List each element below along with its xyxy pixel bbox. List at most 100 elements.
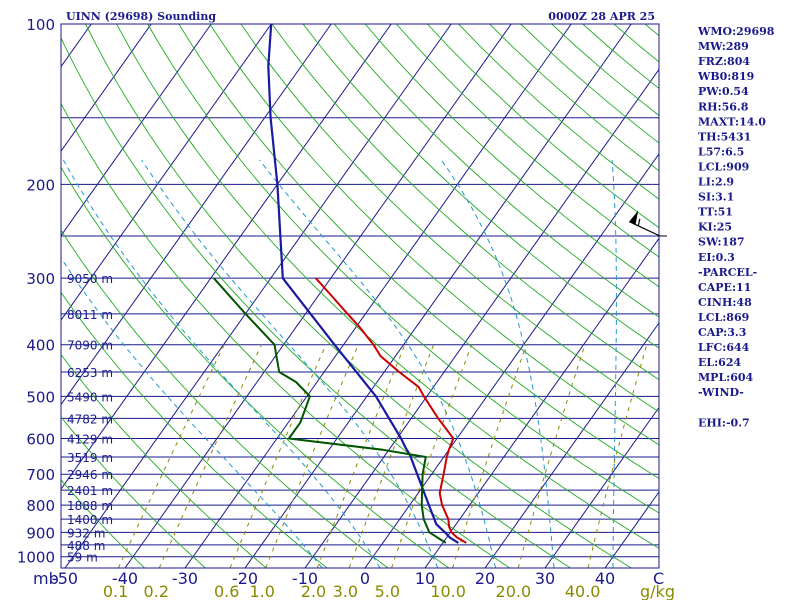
index-item: RH:56.8: [698, 100, 749, 113]
height-label: 1400 m: [67, 513, 113, 527]
mixing-ratio-unit-label: g/kg: [640, 582, 675, 600]
dry-adiabat: [209, 24, 659, 446]
height-label: 9050 m: [67, 272, 113, 286]
moist-adiabat: [61, 256, 323, 568]
index-item: CAP:3.3: [698, 326, 746, 339]
temperature-tick-label: -30: [172, 569, 198, 588]
mixing-ratio-tick-label: 2.0: [301, 582, 326, 600]
height-label: 3519 m: [67, 451, 113, 465]
parcel-trace: [267, 24, 459, 544]
temperature-tick-label: 40: [595, 569, 615, 588]
dry-adiabat: [85, 24, 632, 568]
height-label: 1888 m: [67, 499, 113, 513]
dry-adiabat: [61, 166, 450, 568]
isotherm--100: [61, 24, 152, 152]
height-label: 4782 m: [67, 412, 113, 426]
index-item: WMO:29698: [697, 25, 775, 38]
index-item: MPL:604: [698, 371, 754, 384]
isotherm-10: [424, 237, 659, 568]
moist-adiabat: [611, 159, 617, 568]
mixing-ratio-line: [229, 344, 327, 568]
dry-adiabat: [240, 24, 659, 413]
index-item: WB0:819: [697, 70, 754, 83]
station-title: UINN (29698) Sounding: [66, 10, 216, 23]
pressure-tick-label: 900: [26, 524, 55, 542]
pressure-tick-label: 1000: [17, 549, 55, 567]
isotherm-20: [484, 322, 659, 568]
plot-frame: [60, 23, 660, 569]
temperature-tick-label: 20: [475, 569, 495, 588]
dry-adiabat: [147, 24, 659, 514]
isotherm--90: [61, 24, 212, 237]
dry-adiabat: [61, 479, 145, 568]
grid-lines: [61, 24, 659, 568]
index-item: SW:187: [698, 236, 745, 249]
dry-adiabat: [302, 24, 659, 349]
temperature-tick-label: 30: [535, 569, 555, 588]
pressure-tick-label: 600: [26, 431, 55, 449]
dry-adiabat: [178, 24, 659, 480]
isotherm--20: [244, 24, 632, 568]
dry-adiabat: [271, 24, 659, 381]
temperature-tick-label: -20: [232, 569, 258, 588]
height-label: 8011 m: [67, 308, 113, 322]
moist-adiabat: [62, 159, 381, 568]
temperature-tick-label: -40: [112, 569, 138, 588]
index-item: L57:6.5: [698, 145, 744, 158]
mixing-ratio-tick-label: 10.0: [430, 582, 466, 600]
isotherm--50: [64, 24, 452, 568]
mixing-ratio-line: [587, 344, 648, 568]
temperature-tick-label: -10: [292, 569, 318, 588]
stability-index-list: WMO:29698 MW:289 FRZ:804 WB0:819 PW:0.54 RH:5…: [697, 25, 775, 429]
temperature-unit-label: C: [653, 569, 664, 588]
mixing-ratio-line: [348, 344, 435, 568]
height-label: 2946 m: [67, 468, 113, 482]
index-item: LCL:909: [698, 160, 749, 173]
pressure-tick-label: 800: [26, 497, 55, 515]
height-label: 7090 m: [67, 339, 113, 353]
temperature-tick-label: -50: [52, 569, 78, 588]
height-label: 2401 m: [67, 484, 113, 498]
dewpoint-trace: [213, 277, 447, 544]
isotherm--70: [61, 24, 332, 406]
pressure-tick-label: 100: [26, 16, 55, 34]
isotherm--40: [124, 24, 512, 568]
index-item: -PARCEL-: [698, 266, 757, 279]
index-item: EHI:-0.7: [698, 416, 750, 429]
height-label: 932 m: [67, 526, 105, 540]
index-item: EI:0.3: [698, 251, 735, 264]
pressure-tick-label: 300: [26, 270, 55, 288]
index-item: LFC:644: [698, 341, 750, 354]
height-label: 59 m: [67, 551, 98, 565]
dry-adiabat: [61, 102, 510, 568]
isotherm--30: [184, 24, 572, 568]
index-item: LCL:869: [698, 311, 749, 324]
wind-barb-flag: [629, 210, 639, 225]
isotherm--80: [61, 24, 272, 321]
wind-profile: [628, 210, 667, 237]
temperature-tick-label: 0: [360, 569, 370, 588]
wind-barb-half-feather: [637, 218, 641, 226]
index-item: LI:2.9: [698, 176, 734, 189]
index-item: MAXT:14.0: [698, 115, 766, 128]
index-item: CINH:48: [698, 296, 752, 309]
index-item: EL:624: [698, 356, 741, 369]
mixing-ratio-tick-label: 0.1: [103, 582, 128, 600]
dry-adiabat: [61, 416, 206, 568]
pressure-tick-label: 700: [26, 466, 55, 484]
mixing-ratio-tick-label: 5.0: [375, 582, 400, 600]
index-item: PW:0.54: [698, 85, 749, 98]
dry-adiabat: [333, 24, 659, 318]
index-item: TT:51: [698, 206, 733, 219]
valid-time: 0000Z 28 APR 25: [548, 10, 655, 23]
temperature-tick-label: 10: [415, 569, 435, 588]
index-item: CAPE:11: [698, 281, 751, 294]
isotherm-0: [364, 153, 659, 568]
dry-adiabat: [395, 24, 659, 258]
index-item: SI:3.1: [698, 191, 734, 204]
pressure-tick-label: 200: [26, 176, 55, 194]
height-label: 4129 m: [67, 433, 113, 447]
dry-adiabat: [364, 24, 659, 288]
index-item: FRZ:804: [698, 55, 750, 68]
